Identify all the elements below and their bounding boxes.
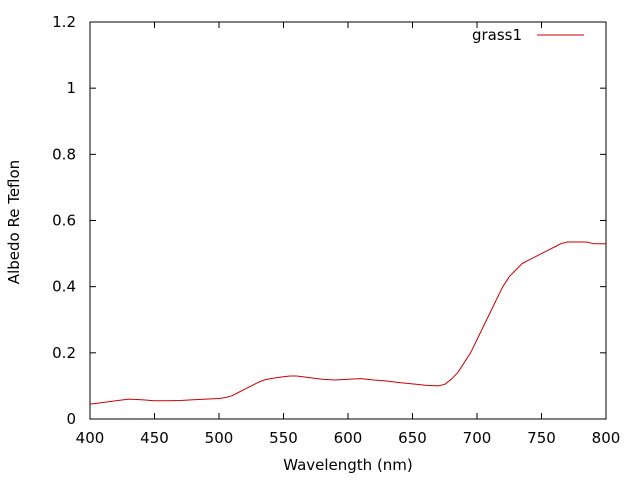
x-tick-label: 450 xyxy=(140,429,169,447)
x-tick-label: 500 xyxy=(205,429,234,447)
y-axis-title: Albedo Re Teflon xyxy=(5,160,23,284)
y-tick-label: 1.2 xyxy=(52,13,76,31)
series-line-grass1 xyxy=(89,241,606,405)
tick-labels: 400 450 500 550 600 650 700 750 800 0 0.2 0.4 0.6 0.8… xyxy=(52,13,620,447)
legend-label: grass1 xyxy=(472,26,522,44)
y-tick-label: 0.6 xyxy=(52,212,76,230)
legend: grass1 xyxy=(472,26,584,44)
x-tick-label: 800 xyxy=(592,429,621,447)
x-tick-label: 550 xyxy=(269,429,298,447)
y-tick-label: 1 xyxy=(66,79,76,97)
y-tick-label: 0.2 xyxy=(52,344,76,362)
x-tick-label: 700 xyxy=(463,429,492,447)
x-axis-title: Wavelength (nm) xyxy=(283,456,413,474)
series-layer xyxy=(89,241,606,405)
ticks xyxy=(89,21,607,420)
y-tick-label: 0 xyxy=(66,410,76,428)
y-tick-label: 0.4 xyxy=(52,278,76,296)
x-tick-label: 650 xyxy=(398,429,427,447)
plot-area xyxy=(89,21,607,420)
x-tick-label: 750 xyxy=(527,429,556,447)
x-tick-label: 600 xyxy=(334,429,363,447)
y-tick-label: 0.8 xyxy=(52,145,76,163)
x-tick-label: 400 xyxy=(76,429,105,447)
